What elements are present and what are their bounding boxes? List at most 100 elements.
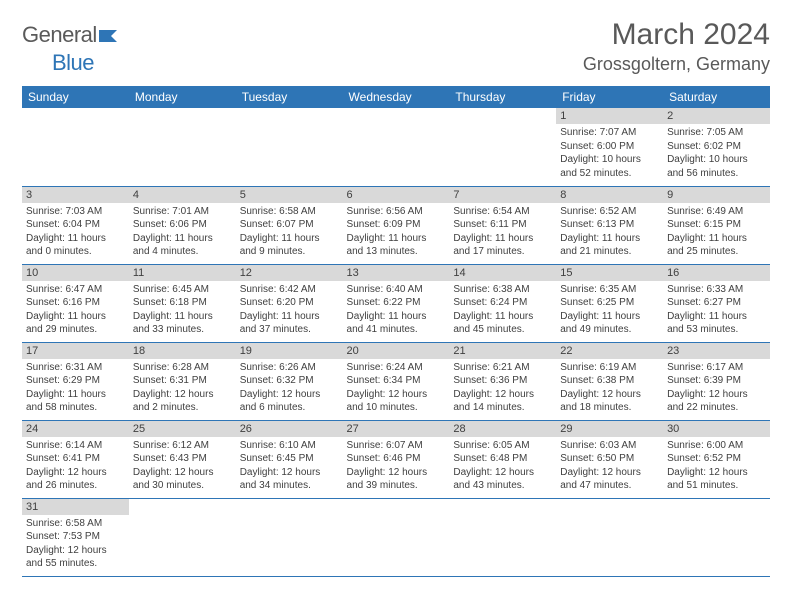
day-details: Sunrise: 6:35 AMSunset: 6:25 PMDaylight:… bbox=[556, 281, 663, 339]
sunset-text: Sunset: 6:11 PM bbox=[453, 218, 552, 232]
daylight-text: Daylight: 11 hours bbox=[26, 232, 125, 246]
day-details: Sunrise: 6:24 AMSunset: 6:34 PMDaylight:… bbox=[343, 359, 450, 417]
sunrise-text: Sunrise: 6:26 AM bbox=[240, 361, 339, 375]
sunrise-text: Sunrise: 6:35 AM bbox=[560, 283, 659, 297]
daylight-text: Daylight: 11 hours bbox=[667, 310, 766, 324]
calendar-day-cell: 2Sunrise: 7:05 AMSunset: 6:02 PMDaylight… bbox=[663, 108, 770, 186]
day-details: Sunrise: 6:54 AMSunset: 6:11 PMDaylight:… bbox=[449, 203, 556, 261]
day-details: Sunrise: 6:40 AMSunset: 6:22 PMDaylight:… bbox=[343, 281, 450, 339]
daylight-text: and 2 minutes. bbox=[133, 401, 232, 415]
sunset-text: Sunset: 6:00 PM bbox=[560, 140, 659, 154]
sunrise-text: Sunrise: 6:07 AM bbox=[347, 439, 446, 453]
calendar-day-cell: 20Sunrise: 6:24 AMSunset: 6:34 PMDayligh… bbox=[343, 342, 450, 420]
calendar-week-row: 24Sunrise: 6:14 AMSunset: 6:41 PMDayligh… bbox=[22, 420, 770, 498]
day-number: 7 bbox=[449, 187, 556, 203]
calendar-day-cell: 31Sunrise: 6:58 AMSunset: 7:53 PMDayligh… bbox=[22, 498, 129, 576]
sunset-text: Sunset: 6:48 PM bbox=[453, 452, 552, 466]
daylight-text: and 26 minutes. bbox=[26, 479, 125, 493]
daylight-text: and 14 minutes. bbox=[453, 401, 552, 415]
sunrise-text: Sunrise: 7:01 AM bbox=[133, 205, 232, 219]
day-details: Sunrise: 6:42 AMSunset: 6:20 PMDaylight:… bbox=[236, 281, 343, 339]
calendar-empty-cell bbox=[236, 498, 343, 576]
sunset-text: Sunset: 6:45 PM bbox=[240, 452, 339, 466]
sunrise-text: Sunrise: 6:05 AM bbox=[453, 439, 552, 453]
header: GeneralBlue March 2024 Grossgoltern, Ger… bbox=[22, 18, 770, 76]
calendar-empty-cell bbox=[343, 498, 450, 576]
day-details: Sunrise: 6:12 AMSunset: 6:43 PMDaylight:… bbox=[129, 437, 236, 495]
day-details: Sunrise: 6:31 AMSunset: 6:29 PMDaylight:… bbox=[22, 359, 129, 417]
sunset-text: Sunset: 6:13 PM bbox=[560, 218, 659, 232]
day-number: 8 bbox=[556, 187, 663, 203]
calendar-day-cell: 6Sunrise: 6:56 AMSunset: 6:09 PMDaylight… bbox=[343, 186, 450, 264]
calendar-day-cell: 19Sunrise: 6:26 AMSunset: 6:32 PMDayligh… bbox=[236, 342, 343, 420]
sunrise-text: Sunrise: 6:47 AM bbox=[26, 283, 125, 297]
calendar-day-cell: 3Sunrise: 7:03 AMSunset: 6:04 PMDaylight… bbox=[22, 186, 129, 264]
sunrise-text: Sunrise: 6:28 AM bbox=[133, 361, 232, 375]
day-number: 9 bbox=[663, 187, 770, 203]
calendar-day-cell: 4Sunrise: 7:01 AMSunset: 6:06 PMDaylight… bbox=[129, 186, 236, 264]
daylight-text: Daylight: 11 hours bbox=[453, 310, 552, 324]
logo-text-1: General bbox=[22, 22, 97, 47]
calendar-table: SundayMondayTuesdayWednesdayThursdayFrid… bbox=[22, 86, 770, 577]
daylight-text: and 10 minutes. bbox=[347, 401, 446, 415]
day-number: 14 bbox=[449, 265, 556, 281]
calendar-week-row: 17Sunrise: 6:31 AMSunset: 6:29 PMDayligh… bbox=[22, 342, 770, 420]
weekday-header: Sunday bbox=[22, 86, 129, 108]
day-number: 28 bbox=[449, 421, 556, 437]
calendar-day-cell: 25Sunrise: 6:12 AMSunset: 6:43 PMDayligh… bbox=[129, 420, 236, 498]
daylight-text: Daylight: 12 hours bbox=[26, 544, 125, 558]
daylight-text: Daylight: 11 hours bbox=[240, 310, 339, 324]
calendar-empty-cell bbox=[663, 498, 770, 576]
calendar-day-cell: 24Sunrise: 6:14 AMSunset: 6:41 PMDayligh… bbox=[22, 420, 129, 498]
day-number: 21 bbox=[449, 343, 556, 359]
daylight-text: and 9 minutes. bbox=[240, 245, 339, 259]
sunset-text: Sunset: 7:53 PM bbox=[26, 530, 125, 544]
calendar-empty-cell bbox=[22, 108, 129, 186]
sunset-text: Sunset: 6:06 PM bbox=[133, 218, 232, 232]
daylight-text: and 41 minutes. bbox=[347, 323, 446, 337]
day-number: 30 bbox=[663, 421, 770, 437]
day-number: 19 bbox=[236, 343, 343, 359]
daylight-text: and 34 minutes. bbox=[240, 479, 339, 493]
sunrise-text: Sunrise: 6:24 AM bbox=[347, 361, 446, 375]
calendar-day-cell: 26Sunrise: 6:10 AMSunset: 6:45 PMDayligh… bbox=[236, 420, 343, 498]
daylight-text: and 25 minutes. bbox=[667, 245, 766, 259]
daylight-text: Daylight: 11 hours bbox=[26, 310, 125, 324]
sunrise-text: Sunrise: 7:03 AM bbox=[26, 205, 125, 219]
sunrise-text: Sunrise: 6:00 AM bbox=[667, 439, 766, 453]
calendar-day-cell: 27Sunrise: 6:07 AMSunset: 6:46 PMDayligh… bbox=[343, 420, 450, 498]
sunset-text: Sunset: 6:04 PM bbox=[26, 218, 125, 232]
sunrise-text: Sunrise: 6:54 AM bbox=[453, 205, 552, 219]
sunset-text: Sunset: 6:50 PM bbox=[560, 452, 659, 466]
day-number: 20 bbox=[343, 343, 450, 359]
day-number: 22 bbox=[556, 343, 663, 359]
sunset-text: Sunset: 6:29 PM bbox=[26, 374, 125, 388]
calendar-day-cell: 13Sunrise: 6:40 AMSunset: 6:22 PMDayligh… bbox=[343, 264, 450, 342]
daylight-text: Daylight: 11 hours bbox=[667, 232, 766, 246]
day-details: Sunrise: 6:28 AMSunset: 6:31 PMDaylight:… bbox=[129, 359, 236, 417]
sunset-text: Sunset: 6:36 PM bbox=[453, 374, 552, 388]
daylight-text: and 53 minutes. bbox=[667, 323, 766, 337]
calendar-week-row: 1Sunrise: 7:07 AMSunset: 6:00 PMDaylight… bbox=[22, 108, 770, 186]
sunrise-text: Sunrise: 6:17 AM bbox=[667, 361, 766, 375]
weekday-header: Tuesday bbox=[236, 86, 343, 108]
day-number: 1 bbox=[556, 108, 663, 124]
sunrise-text: Sunrise: 6:03 AM bbox=[560, 439, 659, 453]
sunrise-text: Sunrise: 6:38 AM bbox=[453, 283, 552, 297]
calendar-day-cell: 11Sunrise: 6:45 AMSunset: 6:18 PMDayligh… bbox=[129, 264, 236, 342]
weekday-header: Wednesday bbox=[343, 86, 450, 108]
calendar-day-cell: 30Sunrise: 6:00 AMSunset: 6:52 PMDayligh… bbox=[663, 420, 770, 498]
daylight-text: Daylight: 12 hours bbox=[667, 388, 766, 402]
sunset-text: Sunset: 6:16 PM bbox=[26, 296, 125, 310]
day-details: Sunrise: 6:05 AMSunset: 6:48 PMDaylight:… bbox=[449, 437, 556, 495]
sunset-text: Sunset: 6:02 PM bbox=[667, 140, 766, 154]
sunset-text: Sunset: 6:18 PM bbox=[133, 296, 232, 310]
day-details: Sunrise: 6:38 AMSunset: 6:24 PMDaylight:… bbox=[449, 281, 556, 339]
calendar-day-cell: 28Sunrise: 6:05 AMSunset: 6:48 PMDayligh… bbox=[449, 420, 556, 498]
sunset-text: Sunset: 6:41 PM bbox=[26, 452, 125, 466]
daylight-text: and 49 minutes. bbox=[560, 323, 659, 337]
day-details: Sunrise: 6:21 AMSunset: 6:36 PMDaylight:… bbox=[449, 359, 556, 417]
sunrise-text: Sunrise: 6:40 AM bbox=[347, 283, 446, 297]
day-details: Sunrise: 6:56 AMSunset: 6:09 PMDaylight:… bbox=[343, 203, 450, 261]
daylight-text: and 29 minutes. bbox=[26, 323, 125, 337]
